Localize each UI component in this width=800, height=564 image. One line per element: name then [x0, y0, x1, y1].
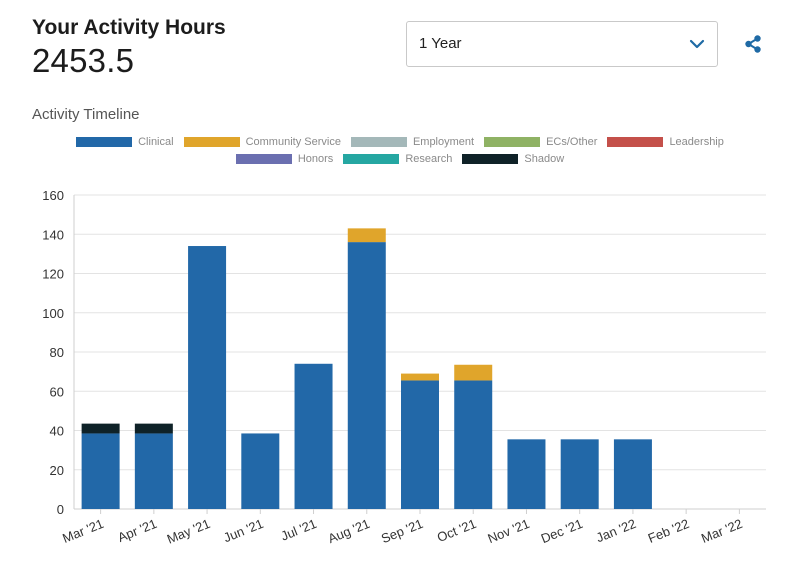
x-tick-label: Jul '21 — [279, 516, 319, 544]
total-hours-value: 2453.5 — [32, 42, 135, 79]
x-tick-label: Sep '21 — [379, 516, 425, 546]
bar-segment — [507, 439, 546, 509]
legend-item-community-service[interactable]: Community Service — [183, 135, 341, 148]
legend-item-shadow[interactable]: Shadow — [462, 153, 564, 165]
legend-label: Research — [405, 152, 453, 165]
bar-segment — [81, 423, 120, 434]
page-title: Your Activity Hours — [32, 16, 226, 39]
legend-swatch — [607, 136, 664, 147]
bar-segment — [241, 433, 280, 509]
legend-item-clinical[interactable]: Clinical — [76, 135, 174, 148]
bar-segment — [134, 433, 173, 509]
bar-segment — [347, 242, 386, 509]
chart-legend: Clinical Community Service Employment EC… — [0, 133, 800, 167]
legend-label: Shadow — [524, 152, 565, 165]
x-tick-label: Oct '21 — [435, 516, 478, 545]
chart-title: Activity Timeline — [32, 106, 140, 123]
legend-label: Leadership — [669, 135, 724, 148]
legend-swatch — [462, 153, 519, 164]
bar-segment — [188, 246, 227, 509]
legend-row-2: Honors Research Shadow — [0, 150, 800, 167]
y-tick-label: 80 — [50, 345, 64, 360]
legend-item-honors[interactable]: Honors — [235, 152, 334, 165]
legend-swatch — [235, 153, 292, 164]
bar-segment — [454, 380, 493, 509]
legend-swatch — [183, 136, 240, 147]
legend-item-ecs-other[interactable]: ECs/Other — [484, 136, 597, 148]
y-tick-label: 20 — [50, 463, 64, 478]
legend-label: Clinical — [138, 135, 174, 148]
x-tick-label: Jun '21 — [221, 516, 265, 545]
y-tick-label: 0 — [57, 502, 64, 517]
bar-segment — [454, 364, 493, 381]
legend-swatch — [343, 153, 400, 164]
y-tick-label: 160 — [42, 188, 64, 203]
x-tick-label: Apr '21 — [116, 516, 159, 545]
legend-item-research[interactable]: Research — [343, 153, 452, 165]
bar-segment — [401, 380, 439, 509]
legend-label: Employment — [412, 135, 475, 148]
x-tick-label: Jan '22 — [594, 516, 638, 545]
x-tick-label: Feb '22 — [646, 516, 691, 546]
legend-item-employment[interactable]: Employment — [350, 135, 475, 148]
bar-segment — [294, 363, 333, 509]
chevron-down-icon — [689, 39, 705, 49]
x-tick-label: Aug '21 — [326, 516, 372, 546]
share-icon[interactable] — [743, 34, 763, 54]
y-tick-label: 60 — [50, 384, 64, 399]
bar-segment — [613, 439, 652, 509]
activity-bar-chart: 0 20 40 60 80 100 120 140 160 Mar '21 Apr '21 May '… — [42, 188, 766, 547]
y-tick-label: 140 — [42, 227, 64, 242]
bar-segment — [401, 373, 439, 381]
legend-label: ECs/Other — [546, 135, 598, 148]
legend-row-1: Clinical Community Service Employment EC… — [0, 133, 800, 150]
legend-label: Honors — [297, 152, 334, 165]
legend-item-leadership[interactable]: Leadership — [607, 135, 724, 148]
period-select-value: 1 Year — [419, 35, 462, 52]
y-tick-label: 40 — [50, 424, 64, 439]
legend-swatch — [350, 136, 407, 147]
x-tick-label: Nov '21 — [485, 516, 531, 546]
bar-segment — [81, 433, 120, 509]
legend-label: Community Service — [245, 135, 341, 148]
x-tick-label: May '21 — [165, 516, 212, 547]
bar-segment — [134, 423, 173, 434]
x-tick-label: Dec '21 — [539, 516, 585, 546]
bar-segment — [560, 439, 599, 509]
bar-segment — [347, 228, 386, 243]
legend-swatch — [484, 136, 541, 147]
legend-swatch — [76, 136, 133, 147]
x-tick-label: Mar '21 — [60, 516, 105, 546]
y-tick-label: 100 — [42, 306, 64, 321]
y-tick-label: 120 — [42, 267, 64, 282]
period-select[interactable]: 1 Year — [406, 21, 718, 67]
x-tick-label: Mar '22 — [699, 516, 744, 546]
